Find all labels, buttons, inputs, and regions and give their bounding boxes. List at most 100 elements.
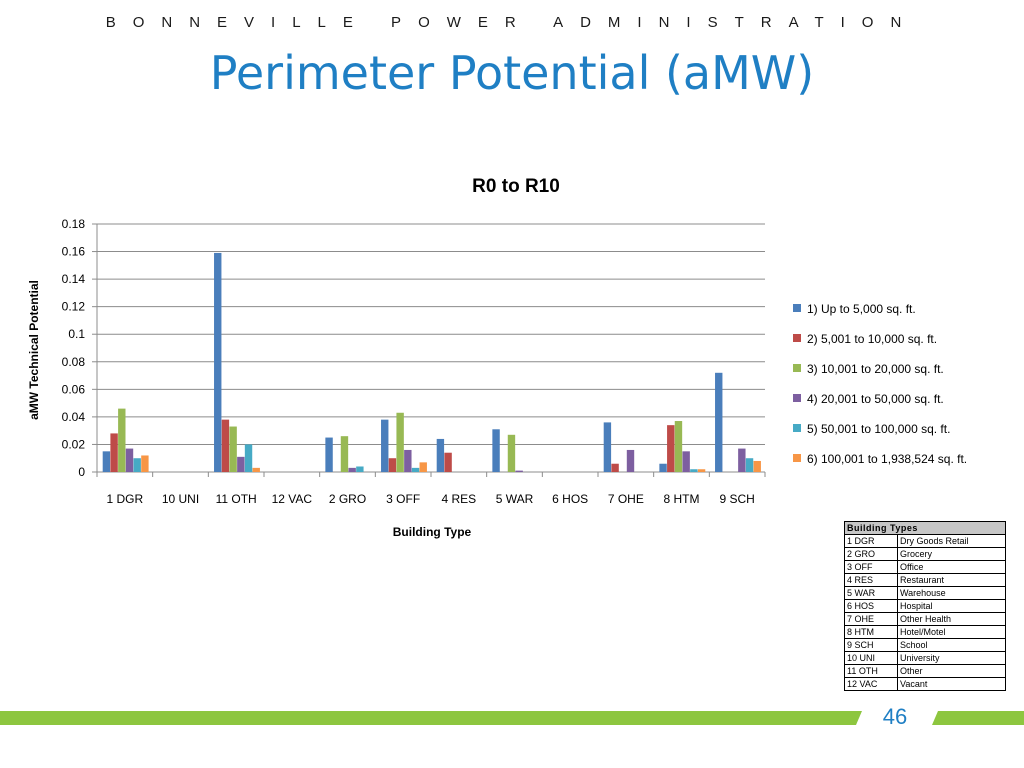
- chart-title: R0 to R10: [472, 176, 560, 197]
- x-tick-label: 12 VAC: [272, 492, 313, 506]
- building-type-name: School: [897, 638, 1006, 652]
- bar: [348, 467, 356, 472]
- bar: [411, 467, 420, 472]
- building-type-row: 8 HTM Hotel/Motel: [844, 625, 1006, 639]
- bar: [603, 422, 612, 472]
- building-type-row: 3 OFF Office: [844, 560, 1006, 574]
- building-type-code: 6 HOS: [844, 599, 898, 613]
- x-tick-label: 8 HTM: [664, 492, 700, 506]
- page-number: 46: [882, 704, 908, 729]
- y-tick-label: 0.1: [68, 327, 85, 341]
- bar: [507, 434, 516, 472]
- y-tick-label: 0.18: [62, 217, 86, 231]
- bar: [436, 438, 445, 472]
- legend-label: 5) 50,001 to 100,000 sq. ft.: [807, 422, 950, 436]
- x-tick-label: 4 RES: [441, 492, 476, 506]
- legend-swatch: [793, 364, 801, 372]
- y-tick-label: 0.06: [62, 382, 86, 396]
- x-tick-label: 7 OHE: [608, 492, 644, 506]
- bar: [667, 425, 675, 472]
- building-types-table: Building Types 1 DGR Dry Goods Retail 2 GR…: [844, 521, 1006, 691]
- x-axis-label: Building Type: [393, 525, 472, 539]
- bar: [674, 421, 683, 472]
- building-type-code: 7 OHE: [844, 612, 898, 626]
- building-type-name: University: [897, 651, 1006, 665]
- legend-label: 1) Up to 5,000 sq. ft.: [807, 302, 916, 316]
- x-tick-label: 9 SCH: [719, 492, 754, 506]
- building-type-code: 8 HTM: [844, 625, 898, 639]
- building-type-row: 1 DGR Dry Goods Retail: [844, 534, 1006, 548]
- bar: [133, 458, 141, 472]
- legend-swatch: [793, 394, 801, 402]
- x-tick-label: 10 UNI: [162, 492, 199, 506]
- bar: [419, 462, 427, 472]
- building-type-code: 1 DGR: [844, 534, 898, 548]
- y-tick-label: 0.14: [62, 272, 86, 286]
- building-type-row: 2 GRO Grocery: [844, 547, 1006, 561]
- bar: [738, 448, 746, 472]
- bar: [125, 448, 134, 472]
- building-type-name: Warehouse: [897, 586, 1006, 600]
- legend-label: 4) 20,001 to 50,000 sq. ft.: [807, 392, 944, 406]
- building-type-row: 6 HOS Hospital: [844, 599, 1006, 613]
- building-type-row: 5 WAR Warehouse: [844, 586, 1006, 600]
- building-type-name: Dry Goods Retail: [897, 534, 1006, 548]
- footer-bar-right: [932, 711, 1024, 725]
- x-tick-label: 5 WAR: [496, 492, 534, 506]
- building-type-code: 10 UNI: [844, 651, 898, 665]
- bar: [611, 463, 619, 472]
- bar: [244, 444, 253, 472]
- bar: [388, 458, 397, 472]
- bar: [690, 469, 698, 472]
- bar: [252, 467, 260, 472]
- building-type-name: Other: [897, 664, 1006, 678]
- building-type-name: Vacant: [897, 677, 1006, 691]
- legend-label: 3) 10,001 to 20,000 sq. ft.: [807, 362, 944, 376]
- bar: [356, 466, 364, 472]
- building-type-row: 7 OHE Other Health: [844, 612, 1006, 626]
- bar: [237, 456, 245, 472]
- bar: [515, 470, 523, 472]
- building-type-code: 5 WAR: [844, 586, 898, 600]
- y-axis-label: aMW Technical Potential: [27, 280, 41, 420]
- x-tick-label: 2 GRO: [329, 492, 366, 506]
- footer-bar: [0, 711, 1024, 725]
- bar: [396, 412, 404, 472]
- bar: [659, 463, 667, 472]
- y-tick-label: 0.12: [62, 300, 86, 314]
- building-type-row: 4 RES Restaurant: [844, 573, 1006, 587]
- building-type-name: Hotel/Motel: [897, 625, 1006, 639]
- y-tick-label: 0.08: [62, 355, 86, 369]
- building-type-code: 4 RES: [844, 573, 898, 587]
- x-tick-label: 3 OFF: [386, 492, 420, 506]
- y-tick-label: 0: [78, 465, 85, 479]
- building-type-code: 9 SCH: [844, 638, 898, 652]
- bar: [444, 452, 452, 472]
- bar: [102, 451, 111, 472]
- building-type-name: Hospital: [897, 599, 1006, 613]
- bar: [325, 437, 333, 472]
- building-type-code: 12 VAC: [844, 677, 898, 691]
- building-type-row: 10 UNI University: [844, 651, 1006, 665]
- building-type-name: Other Health: [897, 612, 1006, 626]
- building-type-name: Office: [897, 560, 1006, 574]
- bar: [118, 408, 126, 472]
- bar: [110, 433, 118, 472]
- bar: [141, 455, 149, 472]
- legend-swatch: [793, 424, 801, 432]
- organization-name: BONNEVILLE POWER ADMINISTRATION: [105, 14, 919, 31]
- bar: [745, 458, 754, 472]
- bar: [626, 449, 635, 472]
- legend-swatch: [793, 334, 801, 342]
- bar: [229, 426, 237, 472]
- legend-label: 6) 100,001 to 1,938,524 sq. ft.: [807, 452, 967, 466]
- bar: [715, 372, 723, 472]
- building-type-code: 3 OFF: [844, 560, 898, 574]
- bar: [340, 436, 349, 472]
- bar: [221, 419, 230, 472]
- y-tick-label: 0.04: [62, 410, 86, 424]
- slide-title: Perimeter Potential (aMW): [209, 46, 815, 100]
- bar: [697, 469, 706, 472]
- y-tick-label: 0.16: [62, 245, 86, 259]
- bar: [753, 460, 761, 472]
